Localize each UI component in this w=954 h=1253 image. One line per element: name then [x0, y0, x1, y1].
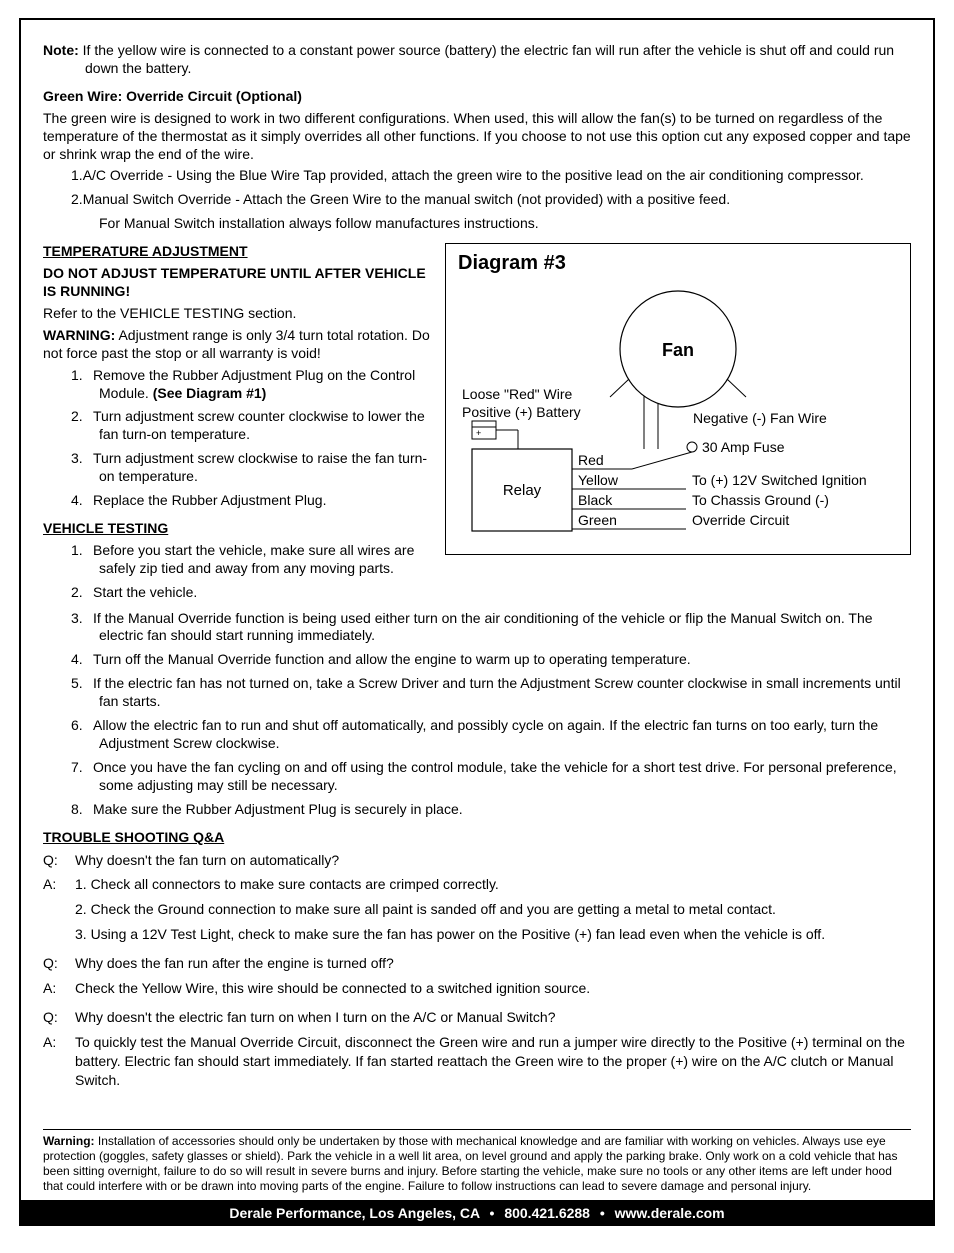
- greenwire-tail: For Manual Switch installation always fo…: [43, 215, 911, 233]
- qa-block-1: Q: Why doesn't the fan turn on automatic…: [43, 851, 911, 945]
- fan-label: Fan: [662, 340, 694, 360]
- wire-yellow: Yellow: [578, 472, 619, 488]
- qa-block-2: Q: Why does the fan run after the engine…: [43, 954, 911, 998]
- neg-fan-label: Negative (-) Fan Wire: [693, 410, 827, 426]
- greenwire-list: 1.A/C Override - Using the Blue Wire Tap…: [43, 167, 911, 209]
- note-paragraph: Note: If the yellow wire is connected to…: [55, 42, 911, 78]
- temp-step-4: 4.Replace the Rubber Adjustment Plug.: [43, 492, 433, 510]
- loose-red-label: Loose "Red" Wire: [462, 386, 573, 402]
- footer-phone: 800.421.6288: [504, 1205, 590, 1221]
- temp-heading: TEMPERATURE ADJUSTMENT: [43, 243, 433, 261]
- testing-step-3: 3.If the Manual Override function is bei…: [43, 610, 911, 646]
- footer-bar: Derale Performance, Los Angeles, CA • 80…: [19, 1202, 935, 1226]
- page-border: Note: If the yellow wire is connected to…: [19, 18, 935, 1202]
- greenwire-para: The green wire is designed to work in tw…: [43, 110, 911, 164]
- testing-steps-b: 3.If the Manual Override function is bei…: [43, 610, 911, 819]
- testing-step-1: 1.Before you start the vehicle, make sur…: [43, 542, 433, 578]
- temp-warning: WARNING: Adjustment range is only 3/4 tu…: [43, 327, 433, 363]
- pos-battery-label: Positive (+) Battery: [462, 404, 581, 420]
- temp-step-1: 1.Remove the Rubber Adjustment Plug on t…: [43, 367, 433, 403]
- qa-q2: Q: Why does the fan run after the engine…: [43, 954, 911, 973]
- testing-step-7: 7.Once you have the fan cycling on and o…: [43, 759, 911, 795]
- two-column-wrap: TEMPERATURE ADJUSTMENT DO NOT ADJUST TEM…: [43, 243, 911, 607]
- testing-step-2: 2.Start the vehicle.: [43, 584, 433, 602]
- qa-q1: Q: Why doesn't the fan turn on automatic…: [43, 851, 911, 870]
- qa-a3: A: To quickly test the Manual Override C…: [43, 1033, 911, 1090]
- qa-q3: Q: Why doesn't the electric fan turn on …: [43, 1008, 911, 1027]
- diagram-box: Diagram #3 Fan Loose "Red" Wire Positive…: [445, 243, 911, 555]
- dest-ovr: Override Circuit: [692, 512, 789, 528]
- fuse-label: 30 Amp Fuse: [702, 439, 785, 455]
- temp-step-3: 3.Turn adjustment screw clockwise to rai…: [43, 450, 433, 486]
- footer-company: Derale Performance, Los Angeles, CA: [229, 1205, 479, 1221]
- relay-label: Relay: [503, 482, 542, 499]
- greenwire-heading: Green Wire: Override Circuit (Optional): [43, 88, 911, 106]
- greenwire-item-2: 2.Manual Switch Override - Attach the Gr…: [71, 191, 911, 209]
- testing-step-4: 4.Turn off the Manual Override function …: [43, 651, 911, 669]
- warning-label: Warning:: [43, 1134, 95, 1148]
- wire-green: Green: [578, 512, 617, 528]
- dest-gnd: To Chassis Ground (-): [692, 492, 829, 508]
- testing-steps-a: 1.Before you start the vehicle, make sur…: [43, 542, 433, 602]
- temp-steps: 1.Remove the Rubber Adjustment Plug on t…: [43, 367, 433, 510]
- wire-red: Red: [578, 452, 604, 468]
- qa-block-3: Q: Why doesn't the electric fan turn on …: [43, 1008, 911, 1090]
- diagram-title: Diagram #3: [458, 252, 900, 275]
- trouble-heading: TROUBLE SHOOTING Q&A: [43, 829, 911, 847]
- testing-heading: VEHICLE TESTING: [43, 520, 433, 538]
- left-column: TEMPERATURE ADJUSTMENT DO NOT ADJUST TEM…: [43, 243, 433, 607]
- diagram-svg: Fan Loose "Red" Wire Positive (+) Batter…: [458, 279, 898, 539]
- note-text: If the yellow wire is connected to a con…: [79, 42, 894, 76]
- testing-step-6: 6.Allow the electric fan to run and shut…: [43, 717, 911, 753]
- warning-text: Installation of accessories should only …: [43, 1134, 897, 1193]
- qa-a1-2: 2. Check the Ground connection to make s…: [43, 900, 911, 919]
- temp-refer: Refer to the VEHICLE TESTING section.: [43, 305, 433, 323]
- dot-icon: •: [490, 1205, 495, 1221]
- greenwire-item-1: 1.A/C Override - Using the Blue Wire Tap…: [71, 167, 911, 185]
- note-label: Note:: [43, 42, 79, 58]
- temp-sub: DO NOT ADJUST TEMPERATURE UNTIL AFTER VE…: [43, 265, 433, 301]
- svg-text:+: +: [476, 428, 481, 438]
- dot-icon: •: [600, 1205, 605, 1221]
- testing-step-8: 8.Make sure the Rubber Adjustment Plug i…: [43, 801, 911, 819]
- temp-warn-label: WARNING:: [43, 327, 115, 343]
- dest-ign: To (+) 12V Switched Ignition: [692, 472, 867, 488]
- qa-a2: A: Check the Yellow Wire, this wire shou…: [43, 979, 911, 998]
- temp-step-2: 2.Turn adjustment screw counter clockwis…: [43, 408, 433, 444]
- qa-a1-1: A: 1. Check all connectors to make sure …: [43, 875, 911, 894]
- testing-step-5: 5.If the electric fan has not turned on,…: [43, 675, 911, 711]
- footer-url: www.derale.com: [615, 1205, 725, 1221]
- qa-a1-3: 3. Using a 12V Test Light, check to make…: [43, 925, 911, 944]
- wire-black: Black: [578, 492, 613, 508]
- warning-box: Warning: Installation of accessories sho…: [43, 1129, 911, 1194]
